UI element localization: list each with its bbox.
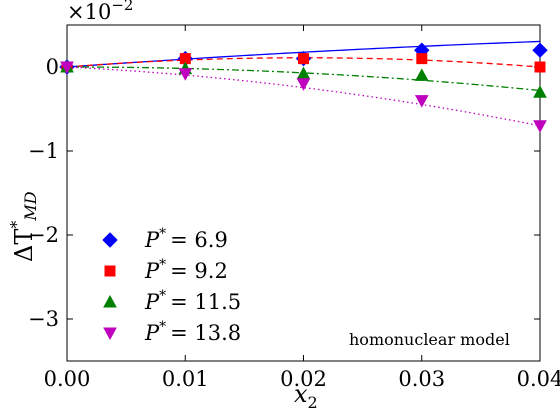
x-tick-label: 0.03 <box>398 367 445 391</box>
x-tick-label: 0.02 <box>280 367 327 391</box>
y-axis-label: ΔT*MD <box>7 191 40 262</box>
data-point <box>60 61 74 75</box>
data-point <box>102 232 118 248</box>
y-tick-label: 0 <box>46 55 59 79</box>
y-multiplier-exponent: −2 <box>111 0 133 14</box>
data-point <box>179 53 191 65</box>
legend-item: P* = 6.9 <box>102 226 228 252</box>
legend-label: P* = 9.2 <box>144 257 228 283</box>
y-tick-label: −1 <box>28 139 59 163</box>
data-point <box>298 53 309 65</box>
data-point <box>534 61 546 73</box>
data-point <box>296 78 311 91</box>
legend-label: P* = 11.5 <box>144 288 241 314</box>
legend-label: P* = 13.8 <box>144 319 241 345</box>
legend-item: P* = 13.8 <box>103 319 241 345</box>
data-point <box>533 85 547 98</box>
axis-ticks: 0.00 0.01 0.02 0.03 0.04 0 −1 −2 −3 <box>28 25 560 391</box>
data-point <box>178 68 193 81</box>
data-point <box>104 265 116 277</box>
data-point <box>103 327 117 341</box>
data-point <box>533 120 547 133</box>
legend-item: P* = 11.5 <box>103 288 241 314</box>
fit-curve <box>66 57 541 68</box>
legend: P* = 6.9 P* = 9.2 P* = 11.5 P* = 13.8 <box>102 226 241 345</box>
x-tick-label: 0.04 <box>517 367 560 391</box>
annotation: homonuclear model <box>349 330 510 349</box>
fit-curve <box>66 66 541 127</box>
y-multiplier: ×10−2 <box>67 0 133 24</box>
legend-item: P* = 9.2 <box>104 257 228 283</box>
data-point <box>532 42 548 58</box>
y-tick-label: −2 <box>28 223 59 247</box>
x-tick-label: 0.01 <box>162 367 209 391</box>
x-axis-label: x2 <box>294 380 318 412</box>
data-point <box>414 68 429 81</box>
data-point <box>103 294 117 308</box>
data-point <box>416 53 428 65</box>
data-markers <box>59 42 548 133</box>
y-tick-label: −3 <box>28 307 59 331</box>
legend-label: P* = 6.9 <box>144 226 228 252</box>
x-tick-label: 0.00 <box>44 367 91 391</box>
data-point <box>414 95 429 108</box>
